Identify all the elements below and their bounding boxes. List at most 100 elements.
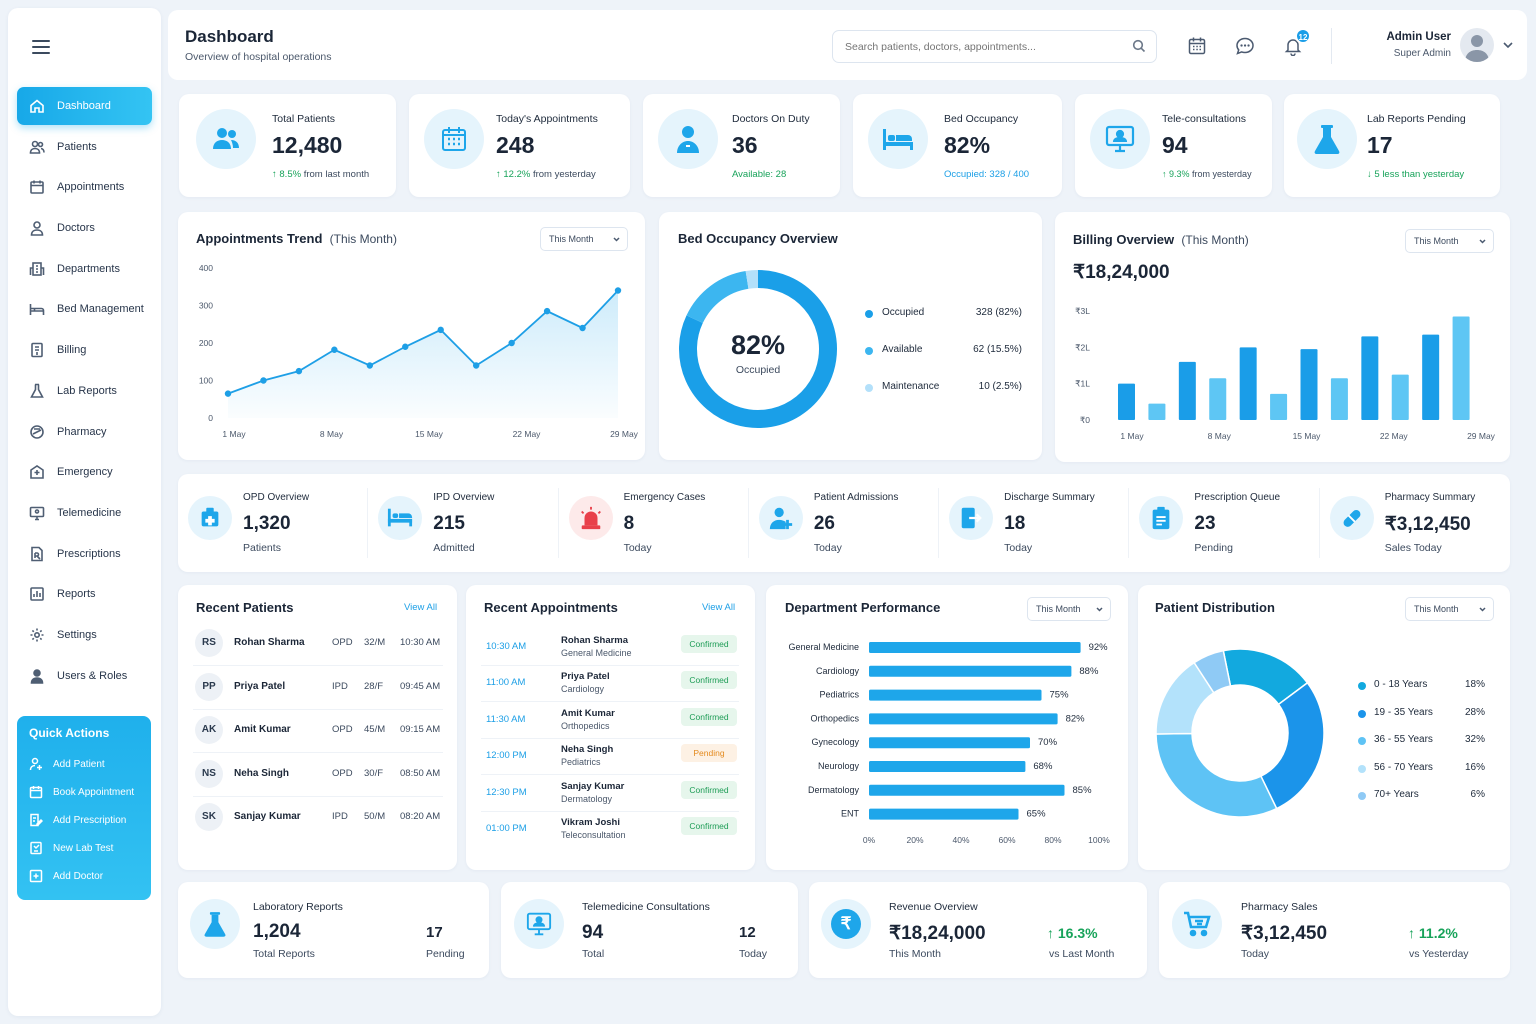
appointment-patient-name: Vikram Joshi bbox=[561, 817, 620, 828]
appointment-department: Pediatrics bbox=[561, 757, 601, 768]
sidebar-item-prescriptions[interactable]: Prescriptions bbox=[17, 535, 152, 573]
quick-action-label: Add Doctor bbox=[53, 870, 104, 882]
table-row[interactable]: RS Rohan Sharma OPD 32/M 10:30 AM bbox=[178, 625, 458, 661]
sidebar-item-dashboard[interactable]: Dashboard bbox=[17, 87, 152, 125]
table-row[interactable]: 12:30 PM Sanjay Kumar Dermatology Confirmed bbox=[466, 777, 756, 813]
table-row[interactable]: 11:30 AM Amit Kumar Orthopedics Confirmed bbox=[466, 704, 756, 740]
sidebar-item-emergency[interactable]: Emergency bbox=[17, 453, 152, 491]
overview-value: 23 bbox=[1194, 513, 1216, 534]
dept-bar bbox=[869, 784, 1065, 796]
cart-icon bbox=[1172, 899, 1222, 949]
revenue-overview-card[interactable]: ₹ Revenue Overview ₹18,24,000 This Month… bbox=[809, 882, 1147, 978]
quick-action-book-appointment[interactable]: Book Appointment bbox=[29, 778, 151, 806]
sidebar-nav: Dashboard Patients Appointments Doctors … bbox=[17, 87, 152, 697]
bed-icon bbox=[29, 304, 45, 316]
pharmacy-sales-card[interactable]: Pharmacy Sales ₹3,12,450 Today ↑ 11.2% v… bbox=[1159, 882, 1510, 978]
quick-action-add-prescription[interactable]: Add Prescription bbox=[29, 806, 151, 834]
table-row[interactable]: AK Amit Kumar OPD 45/M 09:15 AM bbox=[178, 712, 458, 748]
stat-card-bed-occupancy[interactable]: Bed Occupancy 82% Occupied: 328 / 400 bbox=[853, 94, 1062, 197]
dept-bar bbox=[869, 665, 1072, 677]
view-all-link[interactable]: View All bbox=[702, 602, 736, 613]
overview-sub: Today bbox=[623, 542, 652, 554]
laboratory-reports-card[interactable]: Laboratory Reports 1,204 Total Reports 1… bbox=[178, 882, 489, 978]
table-row[interactable]: PP Priya Patel IPD 28/F 09:45 AM bbox=[178, 669, 458, 705]
period-dropdown[interactable]: This Month bbox=[540, 227, 628, 251]
divider bbox=[193, 795, 443, 797]
period-dropdown[interactable]: This Month bbox=[1405, 597, 1494, 621]
patient-type: OPD bbox=[332, 767, 353, 779]
trend-point bbox=[402, 343, 409, 350]
telemedicine-consultations-card[interactable]: Telemedicine Consultations 94 Total 12 T… bbox=[501, 882, 798, 978]
sidebar-item-billing[interactable]: Billing bbox=[17, 331, 152, 369]
stat-card-teleconsultations[interactable]: Tele-consultations 94 ↑ 9.3% from yester… bbox=[1075, 94, 1272, 197]
sidebar-item-telemedicine[interactable]: Telemedicine bbox=[17, 494, 152, 532]
billing-bar bbox=[1452, 316, 1470, 420]
quick-action-add-patient[interactable]: Add Patient bbox=[29, 750, 151, 778]
appointments-trend-card: Appointments Trend (This Month) This Mon… bbox=[178, 212, 645, 460]
monitor-icon bbox=[1090, 109, 1150, 169]
sidebar-item-label: Reports bbox=[57, 588, 96, 601]
legend-label: 70+ Years bbox=[1374, 789, 1419, 800]
period-dropdown[interactable]: This Month bbox=[1405, 229, 1494, 253]
search-icon[interactable] bbox=[1132, 39, 1146, 53]
appointment-patient-name: Sanjay Kumar bbox=[561, 780, 625, 792]
x-tick-label: 15 May bbox=[1293, 431, 1322, 441]
trend-point bbox=[579, 324, 586, 332]
table-row[interactable]: SK Sanjay Kumar IPD 50/M 08:20 AM bbox=[178, 799, 458, 835]
chevron-down-icon[interactable] bbox=[1503, 42, 1513, 48]
bed-occupancy-card: Bed Occupancy Overview 82% Occupied Occu… bbox=[659, 212, 1042, 460]
stat-card-total-patients[interactable]: Total Patients 12,480 ↑ 8.5% from last m… bbox=[179, 94, 396, 197]
stat-label: Lab Reports Pending bbox=[1367, 113, 1466, 125]
avatar[interactable] bbox=[1460, 28, 1494, 62]
calendar-icon[interactable] bbox=[1187, 36, 1207, 56]
sidebar-item-lab-reports[interactable]: Lab Reports bbox=[17, 372, 152, 410]
divider bbox=[557, 488, 559, 558]
search-input[interactable] bbox=[832, 30, 1157, 63]
chat-icon[interactable] bbox=[1235, 36, 1255, 56]
overview-value: ₹3,12,450 bbox=[1384, 514, 1471, 535]
view-all-link[interactable]: View All bbox=[404, 602, 438, 613]
sidebar-item-settings[interactable]: Settings bbox=[17, 616, 152, 654]
table-row[interactable]: 10:30 AM Rohan Sharma General Medicine Conf… bbox=[466, 631, 756, 667]
appointment-department: Orthopedics bbox=[561, 720, 610, 731]
card-label: Revenue Overview bbox=[889, 901, 978, 913]
sidebar-item-appointments[interactable]: Appointments bbox=[17, 168, 152, 206]
quick-action-add-doctor[interactable]: Add Doctor bbox=[29, 862, 151, 890]
stat-card-doctors-on-duty[interactable]: Doctors On Duty 36 Available: 28 bbox=[643, 94, 840, 197]
appointment-patient-name: Amit Kumar bbox=[561, 707, 615, 719]
sidebar-item-pharmacy[interactable]: Pharmacy bbox=[17, 413, 152, 451]
card-sub: Total bbox=[582, 948, 605, 960]
card-title: Recent Patients bbox=[196, 600, 294, 615]
stat-sub: Available: 28 bbox=[732, 169, 787, 180]
sidebar-item-departments[interactable]: Departments bbox=[17, 250, 152, 288]
bed-icon bbox=[868, 109, 928, 169]
stat-card-lab-reports-pending[interactable]: Lab Reports Pending 17 ↓ 5 less than yes… bbox=[1284, 94, 1500, 197]
patient-age: 50/M bbox=[364, 811, 386, 823]
sidebar-item-label: Dashboard bbox=[57, 100, 111, 112]
sidebar-item-doctors[interactable]: Doctors bbox=[17, 209, 152, 247]
trend-point bbox=[543, 307, 551, 315]
appointment-time: 11:00 AM bbox=[486, 677, 526, 689]
stat-value: 36 bbox=[732, 132, 758, 158]
sidebar-item-bed-management[interactable]: Bed Management bbox=[17, 290, 152, 328]
table-row[interactable]: 01:00 PM Vikram Joshi Teleconsultation Conf… bbox=[466, 813, 756, 849]
sidebar-item-patients[interactable]: Patients bbox=[17, 128, 152, 166]
table-row[interactable]: NS Neha Singh OPD 30/F 08:50 AM bbox=[178, 756, 458, 792]
sidebar-item-users-roles[interactable]: Users & Roles bbox=[17, 657, 152, 695]
patient-name: Neha Singh bbox=[234, 767, 290, 779]
clipboard-icon bbox=[1139, 496, 1184, 540]
card-delta: ↑ 16.3% bbox=[1047, 925, 1098, 941]
hamburger-menu-icon[interactable] bbox=[32, 40, 50, 54]
overview-sub: Today bbox=[813, 542, 842, 554]
table-row[interactable]: 12:00 PM Neha Singh Pediatrics Pending bbox=[466, 740, 756, 776]
billing-total: ₹18,24,000 bbox=[1073, 262, 1170, 283]
dept-label: ENT bbox=[841, 809, 860, 819]
sidebar-item-reports[interactable]: Reports bbox=[17, 575, 152, 613]
quick-action-new-lab-test[interactable]: New Lab Test bbox=[29, 834, 151, 862]
stat-card-todays-appointments[interactable]: Today's Appointments 248 ↑ 12.2% from ye… bbox=[409, 94, 630, 197]
table-row[interactable]: 11:00 AM Priya Patel Cardiology Confirmed bbox=[466, 667, 756, 703]
flask-icon bbox=[1297, 109, 1357, 169]
period-dropdown[interactable]: This Month bbox=[1027, 597, 1111, 621]
patient-time: 08:20 AM bbox=[400, 811, 441, 823]
x-tick-label: 60% bbox=[998, 835, 1015, 845]
